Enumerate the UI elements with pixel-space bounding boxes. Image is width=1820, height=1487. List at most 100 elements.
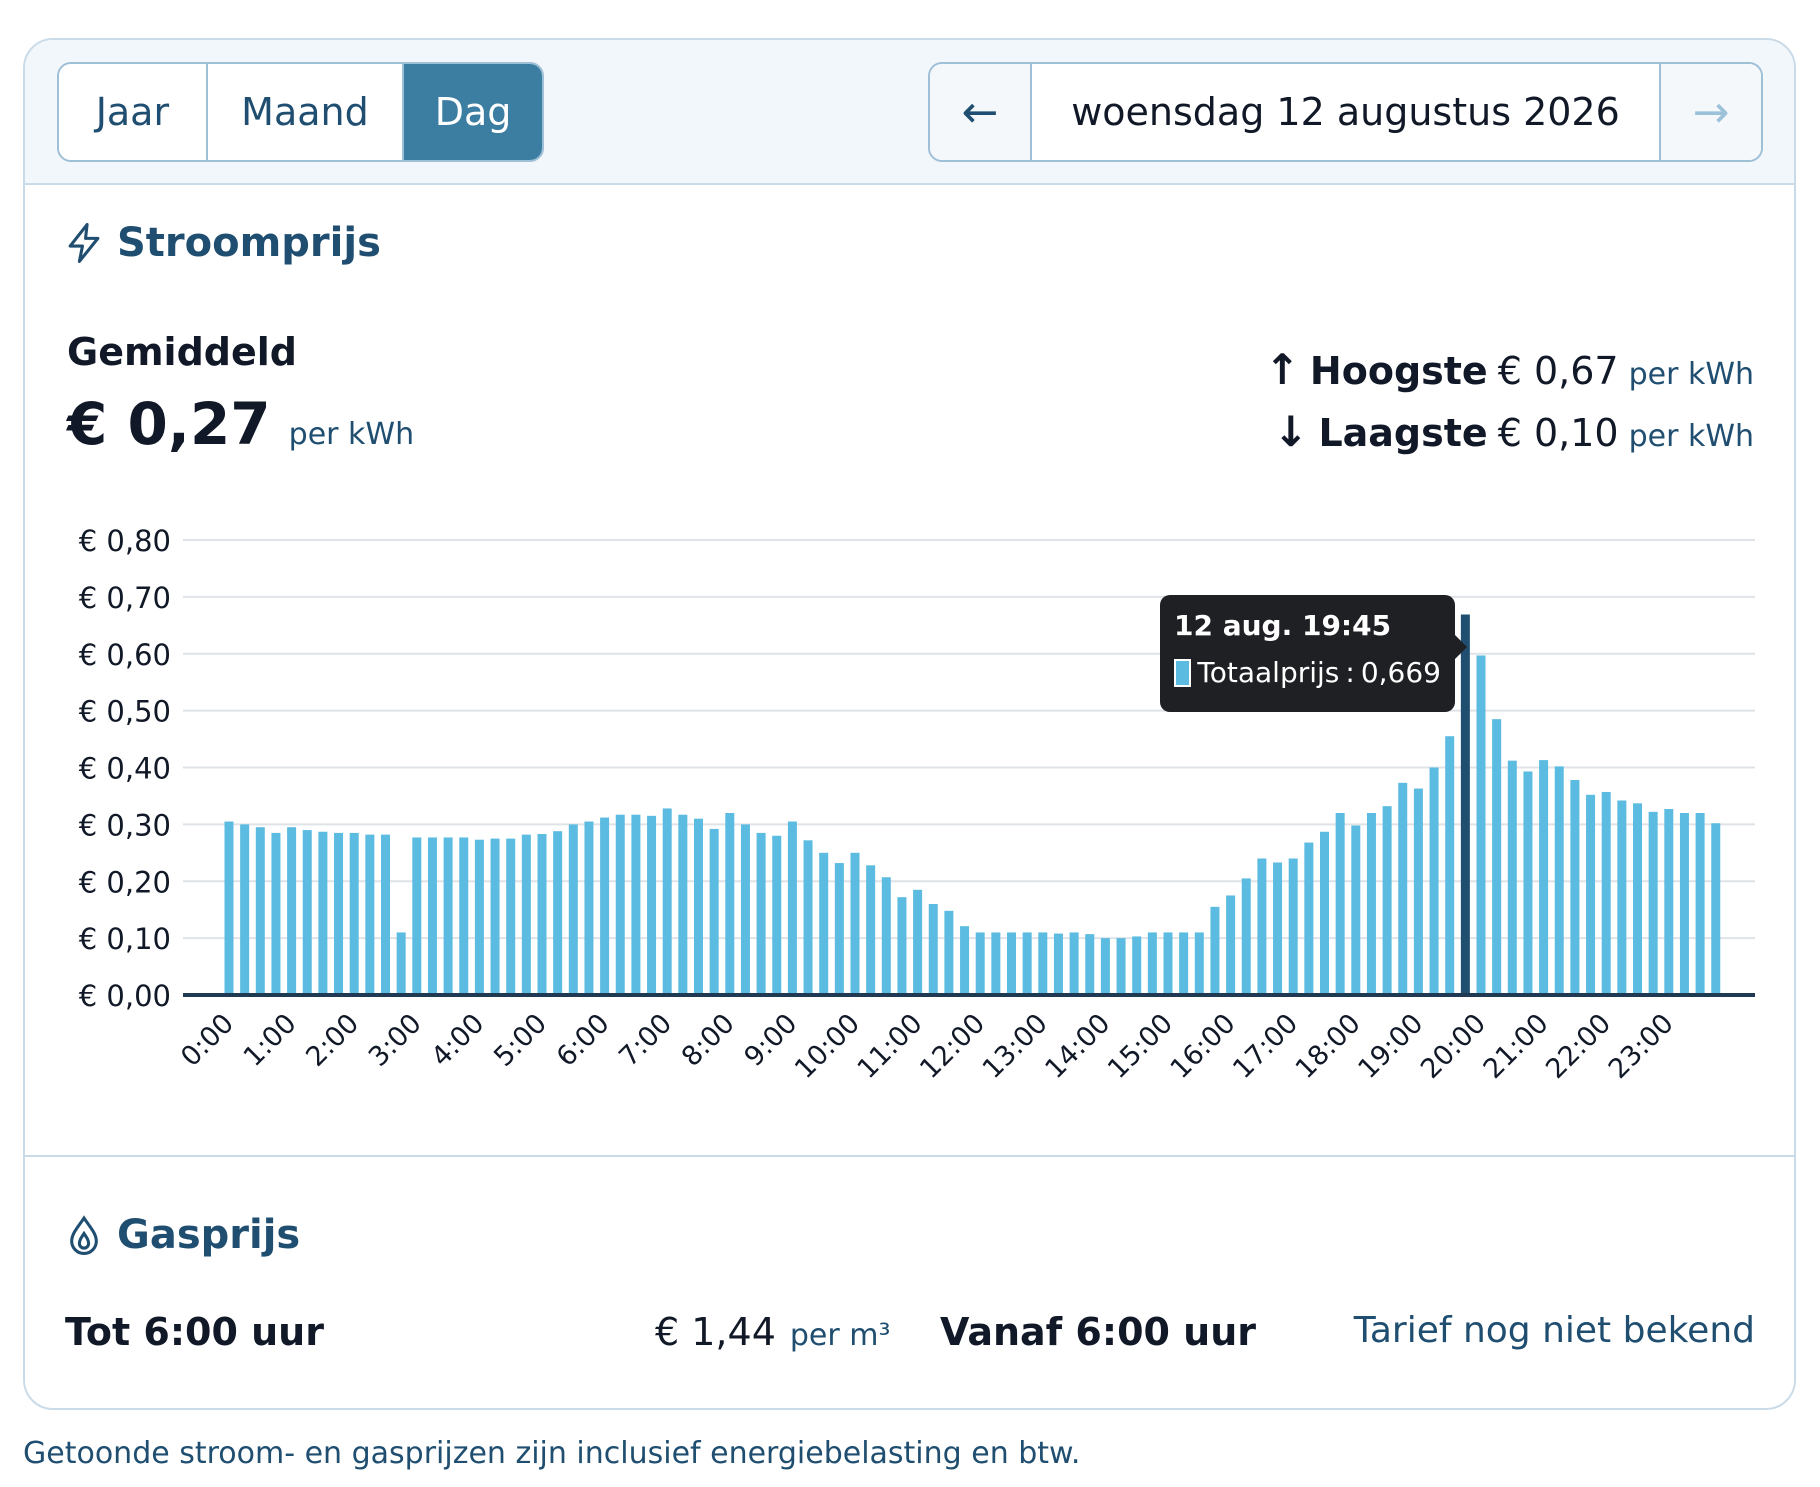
bar [913, 889, 923, 995]
y-tick-label: € 0,40 [79, 752, 171, 786]
x-tick-label: 15:00 [1102, 1008, 1179, 1085]
bar [1304, 842, 1314, 995]
bar [1038, 932, 1048, 995]
flame-drop-icon [70, 1215, 98, 1255]
bar [662, 808, 672, 995]
x-tick-label: 22:00 [1540, 1008, 1617, 1085]
x-tick-label: 16:00 [1165, 1008, 1242, 1085]
x-tick-label: 4:00 [426, 1008, 491, 1073]
bar [897, 897, 907, 995]
lowest-price-row: ↓ Laagste € 0,10 per kWh [1234, 407, 1754, 469]
bar [381, 834, 390, 995]
bar [1492, 719, 1502, 995]
bar [1679, 813, 1689, 995]
bar [459, 837, 469, 995]
bar [631, 814, 641, 995]
bar [1288, 858, 1298, 995]
bar [365, 834, 375, 995]
tooltip-series: Totaalprijs [1197, 656, 1340, 689]
lowest-unit: per kWh [1628, 419, 1754, 454]
highest-label: Hoogste [1309, 349, 1488, 393]
bar [756, 832, 766, 995]
average-value: € 0,27 [67, 390, 271, 458]
bar [1476, 655, 1486, 995]
tab-month[interactable]: Maand [207, 64, 405, 160]
bar [1398, 782, 1408, 995]
gas-from-label: Vanaf 6:00 uur [940, 1310, 1257, 1354]
bar [1445, 736, 1455, 995]
x-tick-label: 21:00 [1478, 1008, 1555, 1085]
x-tick-label: 5:00 [488, 1008, 553, 1073]
tab-year[interactable]: Jaar [59, 64, 208, 160]
bar [1320, 831, 1329, 995]
x-tick-label: 6:00 [551, 1008, 616, 1073]
price-extremes: ↑ Hoogste € 0,67 per kWh ↓ Laagste € 0,1… [1234, 345, 1754, 469]
bar [803, 840, 813, 995]
current-date: woensdag 12 augustus 2026 [1071, 90, 1620, 134]
y-tick-label: € 0,10 [79, 922, 171, 956]
bar [287, 827, 297, 995]
next-day-button[interactable]: → [1659, 64, 1761, 160]
previous-day-button[interactable]: ← [930, 64, 1032, 160]
bar [506, 838, 516, 995]
bar [709, 828, 719, 995]
bar [725, 813, 735, 995]
tooltip-swatch [1174, 658, 1192, 687]
bar [1507, 760, 1517, 995]
bar [1711, 823, 1721, 995]
x-tick-label: 12:00 [914, 1008, 991, 1085]
highest-price-row: ↑ Hoogste € 0,67 per kWh [1234, 345, 1754, 407]
bar [834, 863, 844, 995]
gas-prices-row: Tot 6:00 uur € 1,44 per m³ Vanaf 6:00 uu… [65, 1310, 1755, 1370]
footnote: Getoonde stroom- en gasprijzen zijn incl… [23, 1436, 1081, 1471]
bar [819, 852, 829, 995]
gas-section-title: Gasprijs [65, 1212, 300, 1258]
bar [1116, 938, 1126, 995]
y-tick-label: € 0,30 [79, 808, 171, 842]
bar [537, 834, 547, 995]
x-tick-label: 10:00 [789, 1008, 866, 1085]
bar [600, 817, 610, 995]
gas-from-value: Tarief nog niet bekend [1353, 1310, 1755, 1351]
y-tick-label: € 0,80 [79, 524, 171, 558]
stroom-section-title: Stroomprijs [65, 220, 381, 266]
bar [521, 834, 531, 995]
bar [474, 839, 484, 995]
bar [1069, 932, 1079, 995]
bar [1633, 803, 1642, 995]
bar [240, 824, 250, 995]
y-tick-label: € 0,00 [79, 979, 171, 1013]
date-navigator: ← woensdag 12 augustus 2026 → [928, 62, 1763, 162]
bar-highlighted [1460, 614, 1470, 995]
y-tick-label: € 0,50 [79, 695, 171, 729]
bar [553, 831, 563, 995]
x-tick-label: 0:00 [175, 1008, 240, 1073]
price-card: Jaar Maand Dag ← woensdag 12 augustus 20… [23, 38, 1796, 1410]
bar [694, 818, 703, 995]
bar [1273, 862, 1283, 995]
highest-unit: per kWh [1628, 357, 1754, 392]
lowest-value: € 0,10 [1497, 411, 1619, 455]
x-tick-label: 17:00 [1227, 1008, 1304, 1085]
bar [1132, 936, 1142, 995]
bar [584, 821, 594, 995]
x-tick-label: 2:00 [300, 1008, 365, 1073]
bar [1586, 794, 1596, 995]
lightning-icon [68, 223, 100, 263]
bar [1194, 932, 1204, 995]
bar [1351, 825, 1361, 995]
x-tick-label: 7:00 [613, 1008, 678, 1073]
bar [850, 852, 860, 995]
bar [568, 824, 578, 995]
tab-day[interactable]: Dag [404, 64, 542, 160]
price-chart[interactable]: € 0,00 € 0,10 € 0,20 € 0,30 € 0,40 € 0,50 € 0,… [25, 40, 1796, 1150]
bar [1366, 813, 1376, 995]
bar [991, 932, 1001, 995]
arrow-down-icon: ↓ [1273, 407, 1309, 456]
bar [255, 827, 265, 995]
lowest-label: Laagste [1318, 411, 1488, 455]
x-tick-label: 11:00 [852, 1008, 929, 1085]
gas-until-price: € 1,44 per m³ [655, 1310, 891, 1354]
bar [412, 837, 422, 995]
bar [1226, 895, 1236, 995]
